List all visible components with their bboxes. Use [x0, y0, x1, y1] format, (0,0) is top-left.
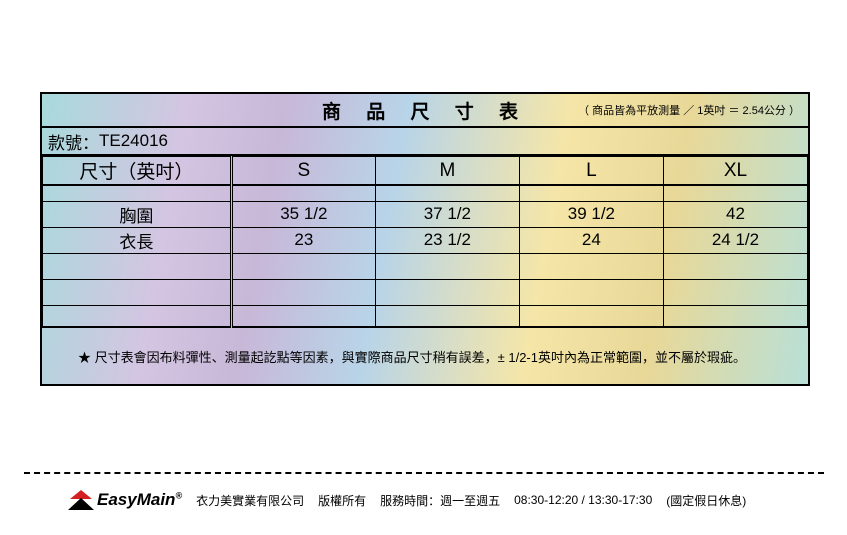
measure-value: 24 1/2: [663, 227, 807, 253]
size-header-label: 尺寸（英吋）: [43, 157, 232, 186]
hours-label: 服務時間：週一至週五: [380, 492, 500, 509]
size-s: S: [231, 157, 375, 186]
table-row: [43, 279, 808, 305]
measure-value: 23: [231, 227, 375, 253]
measure-label: 胸圍: [43, 201, 232, 227]
size-chart: 商 品 尺 寸 表 （ 商品皆為平放測量 ／ 1英吋 ＝ 2.54公分 ） 款號…: [40, 92, 810, 386]
copyright: 版權所有: [318, 492, 366, 509]
table-row: [43, 185, 808, 201]
size-table: 尺寸（英吋） S M L XL 胸圍 35 1/2 37 1/2 39 1/2 …: [42, 156, 808, 328]
footer: EasyMain® 衣力美實業有限公司 版權所有 服務時間：週一至週五 08:3…: [68, 490, 828, 510]
divider: [24, 472, 824, 474]
measure-value: 23 1/2: [375, 227, 519, 253]
table-row: [43, 253, 808, 279]
brand-logo: EasyMain®: [68, 490, 182, 510]
table-row: 衣長 23 23 1/2 24 24 1/2: [43, 227, 808, 253]
size-xl: XL: [663, 157, 807, 186]
measure-value: 42: [663, 201, 807, 227]
model-label: 款號：: [48, 129, 99, 154]
measure-value: 39 1/2: [519, 201, 663, 227]
title-note: （ 商品皆為平放測量 ／ 1英吋 ＝ 2.54公分 ）: [578, 102, 800, 118]
model-value: TE24016: [99, 131, 168, 151]
brand-name: EasyMain®: [97, 490, 182, 510]
measure-value: 37 1/2: [375, 201, 519, 227]
hours: 08:30-12:20 / 13:30-17:30: [514, 493, 652, 507]
measure-value: 35 1/2: [231, 201, 375, 227]
disclaimer: ★ 尺寸表會因布料彈性、測量起訖點等因素，與實際商品尺寸稍有誤差，± 1/2-1…: [42, 328, 808, 384]
logo-icon: [68, 490, 94, 510]
table-row: [43, 305, 808, 327]
title-row: 商 品 尺 寸 表 （ 商品皆為平放測量 ／ 1英吋 ＝ 2.54公分 ）: [42, 94, 808, 128]
size-l: L: [519, 157, 663, 186]
model-row: 款號： TE24016: [42, 128, 808, 156]
holiday-note: (國定假日休息): [666, 492, 746, 509]
measure-value: 24: [519, 227, 663, 253]
size-m: M: [375, 157, 519, 186]
company-name: 衣力美實業有限公司: [196, 492, 304, 509]
table-row: 胸圍 35 1/2 37 1/2 39 1/2 42: [43, 201, 808, 227]
header-row: 尺寸（英吋） S M L XL: [43, 157, 808, 186]
measure-label: 衣長: [43, 227, 232, 253]
